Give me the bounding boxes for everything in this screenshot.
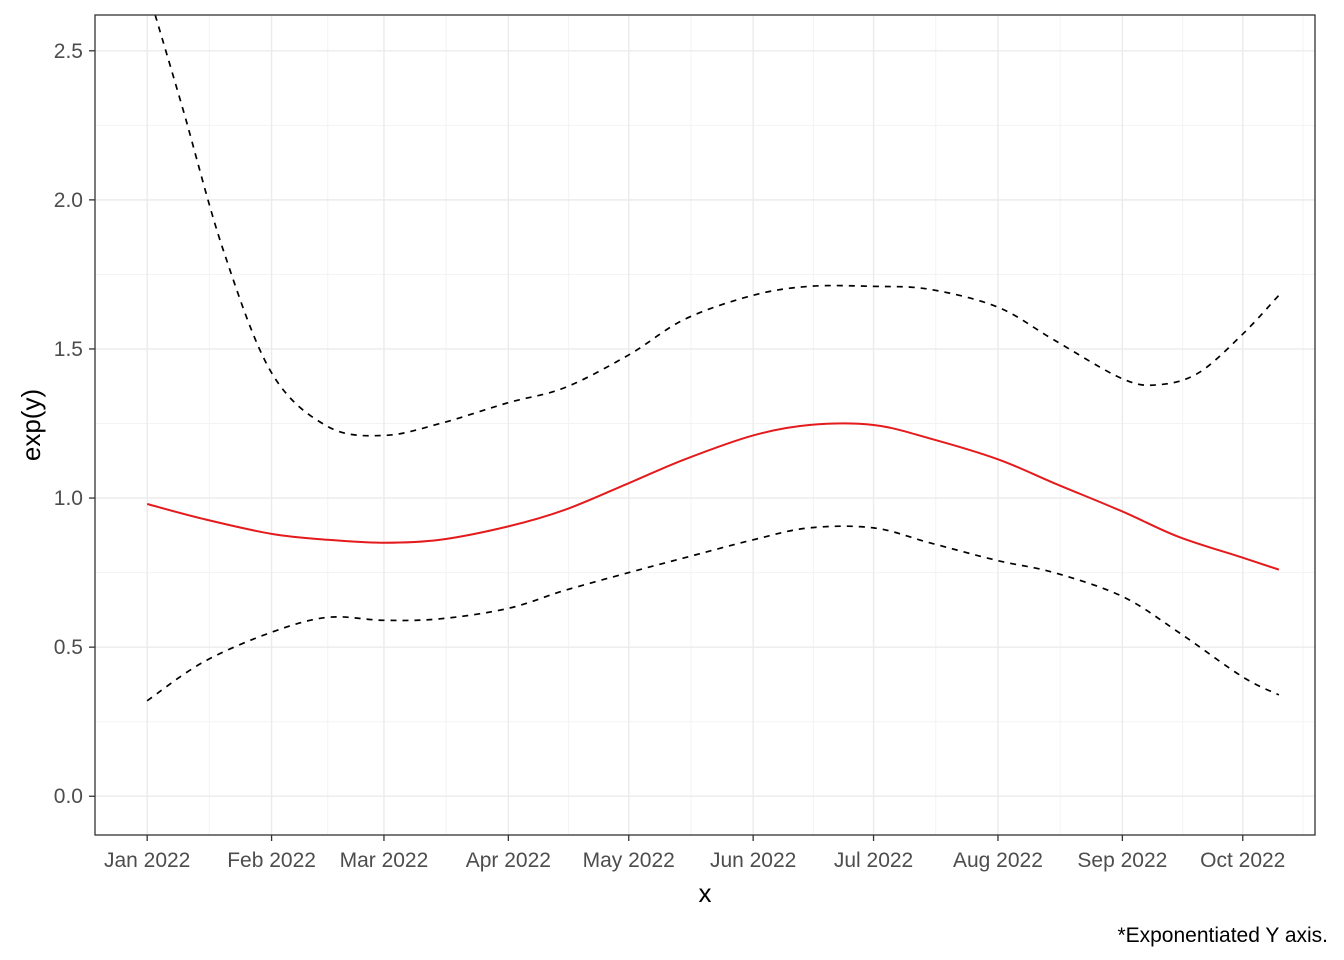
x-tick-label: May 2022: [583, 849, 675, 872]
series-layer: [146, 15, 1280, 702]
x-axis: Jan 2022 Feb 2022 Mar 2022 Apr 2022 May 2022…: [104, 835, 1285, 872]
y-tick-label: 0.0: [54, 785, 83, 808]
major-gridlines: [95, 15, 1315, 835]
y-tick-label: 2.5: [54, 40, 83, 63]
x-axis-title: x: [699, 878, 712, 908]
x-tick-label: Sep 2022: [1077, 849, 1167, 872]
caption: *Exponentiated Y axis.: [1117, 924, 1328, 947]
panel-border: [94, 14, 1316, 836]
y-axis: 0.0 0.5 1.0 1.5 2.0 2.5: [54, 40, 95, 808]
minor-gridlines: [95, 15, 1315, 835]
y-tick-label: 1.5: [54, 338, 83, 361]
x-tick-label: Jul 2022: [834, 849, 913, 872]
y-tick-label: 1.0: [54, 487, 83, 510]
series-line-estimate: [146, 422, 1280, 571]
y-tick-label: 2.0: [54, 189, 83, 212]
x-tick-label: Oct 2022: [1200, 849, 1285, 872]
y-axis-title: exp(y): [16, 389, 46, 461]
x-tick-label: Apr 2022: [466, 849, 551, 872]
series-line-upper: [154, 15, 1280, 437]
x-tick-label: Aug 2022: [953, 849, 1043, 872]
x-tick-label: Feb 2022: [227, 849, 316, 872]
y-tick-label: 0.5: [54, 636, 83, 659]
series-line-lower: [146, 525, 1280, 702]
x-tick-label: Mar 2022: [340, 849, 429, 872]
x-tick-label: Jun 2022: [710, 849, 796, 872]
x-tick-label: Jan 2022: [104, 849, 190, 872]
